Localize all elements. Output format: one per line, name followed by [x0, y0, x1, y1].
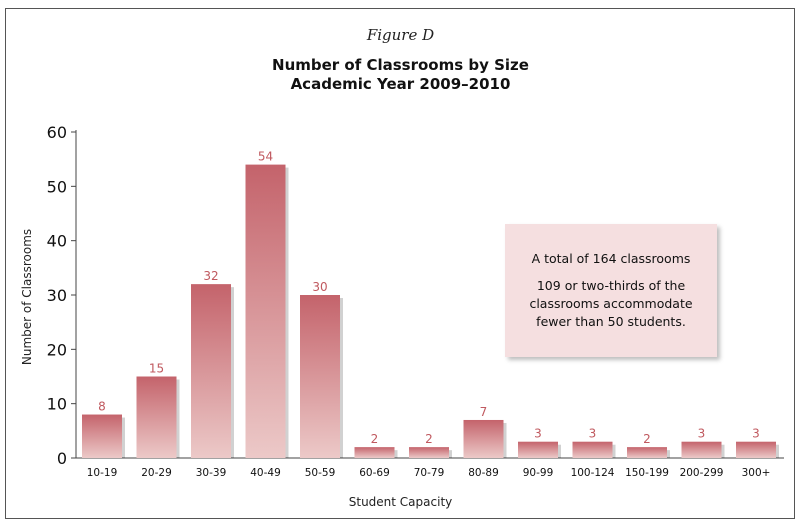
- data-label-90-99: 3: [534, 427, 542, 441]
- x-tick-label-150-199: 150-199: [625, 467, 669, 479]
- x-tick-label-10-19: 10-19: [87, 467, 118, 479]
- bar-300+: [736, 441, 776, 458]
- chart-subtitle: Academic Year 2009–2010: [290, 75, 511, 93]
- bar-100-124: [572, 441, 613, 458]
- y-tick-label: 40: [47, 232, 67, 251]
- x-axis-label: Student Capacity: [348, 495, 453, 509]
- bar-150-199: [627, 447, 667, 458]
- x-tick-label-50-59: 50-59: [305, 467, 336, 479]
- data-label-40-49: 54: [258, 150, 273, 164]
- x-tick-label-300+: 300+: [742, 467, 771, 479]
- chart-title-block: Number of Classrooms by Size Academic Ye…: [0, 56, 801, 94]
- x-tick-label-100-124: 100-124: [571, 467, 615, 479]
- data-label-70-79: 2: [425, 432, 433, 446]
- annotation-total: A total of 164 classrooms: [531, 251, 691, 266]
- annotation-note: 109 or two-thirds of the classrooms acco…: [529, 278, 693, 329]
- y-tick-label: 20: [47, 340, 67, 359]
- bar-10-19: [82, 414, 122, 458]
- data-label-50-59: 30: [312, 280, 327, 294]
- bar-70-79: [409, 447, 449, 458]
- y-tick-label: 50: [47, 177, 67, 196]
- figure-frame: [5, 8, 795, 519]
- bar-80-89: [463, 419, 504, 458]
- x-tick-label-40-49: 40-49: [250, 467, 281, 479]
- x-tick-label-60-69: 60-69: [359, 467, 390, 479]
- bar-200-299: [681, 441, 722, 458]
- y-tick-label: 60: [47, 123, 67, 142]
- bar-40-49: [245, 164, 286, 458]
- y-tick-label: 10: [47, 395, 67, 414]
- y-tick-label: 30: [47, 286, 67, 305]
- data-label-200-299: 3: [698, 427, 706, 441]
- bar-20-29: [136, 376, 177, 458]
- x-tick-label-30-39: 30-39: [196, 467, 227, 479]
- bar-60-69: [354, 447, 395, 458]
- x-tick-label-70-79: 70-79: [414, 467, 445, 479]
- y-tick-label: 0: [57, 449, 67, 468]
- data-label-30-39: 32: [203, 269, 218, 283]
- data-label-10-19: 8: [98, 400, 106, 414]
- data-label-150-199: 2: [643, 432, 651, 446]
- bar-90-99: [518, 441, 558, 458]
- bar-30-39: [191, 284, 231, 458]
- data-label-100-124: 3: [589, 427, 597, 441]
- x-tick-label-20-29: 20-29: [141, 467, 172, 479]
- bar-50-59: [300, 295, 340, 458]
- x-tick-label-80-89: 80-89: [468, 467, 499, 479]
- data-label-60-69: 2: [371, 432, 379, 446]
- data-label-300+: 3: [752, 427, 760, 441]
- data-label-80-89: 7: [480, 405, 488, 419]
- figure-label: Figure D: [366, 26, 435, 44]
- x-tick-label-90-99: 90-99: [523, 467, 554, 479]
- chart-title: Number of Classrooms by Size: [272, 56, 529, 74]
- x-tick-label-200-299: 200-299: [680, 467, 724, 479]
- data-label-20-29: 15: [149, 362, 164, 376]
- annotation-box: A total of 164 classrooms 109 or two-thi…: [505, 224, 717, 357]
